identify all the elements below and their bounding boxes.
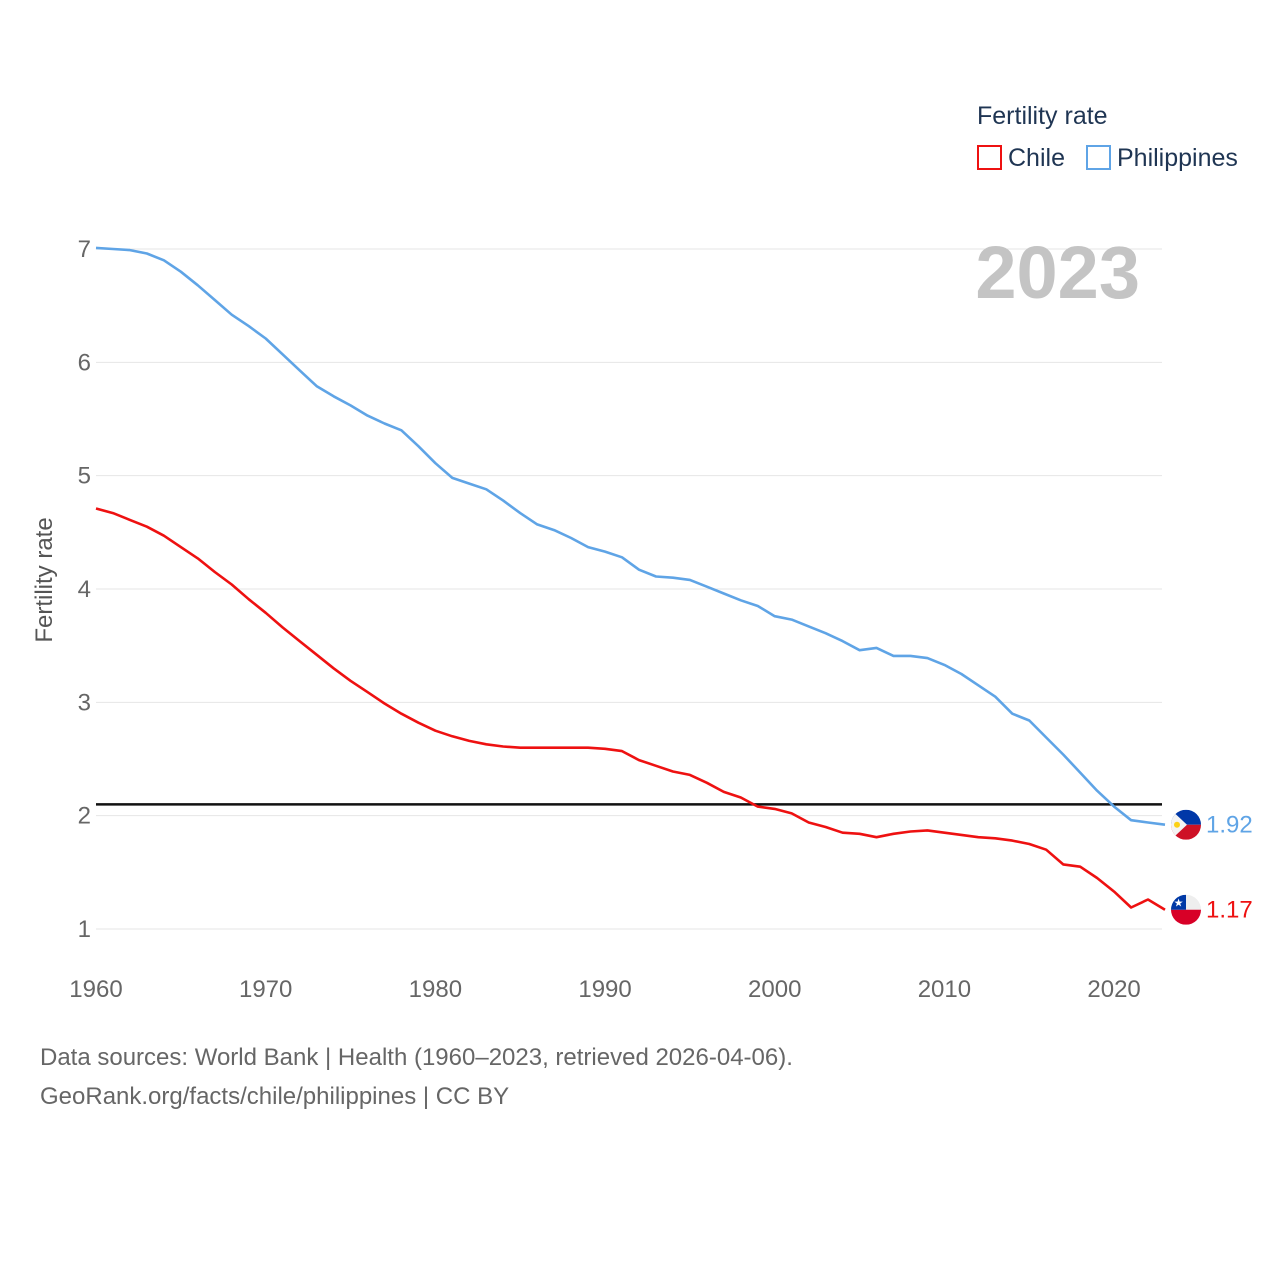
end-value-label-chile: 1.17 (1206, 897, 1253, 924)
footer-sources: Data sources: World Bank | Health (1960–… (40, 1044, 793, 1071)
legend-label-chile: Chile (1008, 144, 1065, 172)
flag-star: ★ (1174, 898, 1184, 910)
x-tick-label-1990: 1990 (578, 976, 631, 1003)
flag-body-chile: ★ (1171, 894, 1201, 925)
y-tick-label-2: 2 (78, 803, 91, 830)
x-tick-label-2010: 2010 (918, 976, 971, 1003)
philippines-flag-icon: 1.92 (1171, 809, 1253, 840)
legend-title: Fertility rate (977, 102, 1108, 130)
x-tick-label-2000: 2000 (748, 976, 801, 1003)
flag-body-philippines (1171, 809, 1201, 840)
legend-swatch-philippines (1086, 145, 1111, 170)
y-tick-label-4: 4 (78, 576, 91, 603)
flag-sun (1174, 821, 1180, 828)
gridlines (96, 248, 1162, 930)
flag-red-band (1171, 909, 1201, 925)
series-lines (95, 246, 1166, 911)
legend-item-chile[interactable]: Chile (977, 144, 1065, 172)
year-label: 2023 (975, 231, 1140, 314)
series-line-chile (95, 507, 1166, 911)
y-tick-label-7: 7 (78, 236, 91, 263)
end-markers: ★ 1.17 1.92 (1171, 809, 1253, 925)
x-tick-label-2020: 2020 (1087, 976, 1140, 1003)
legend-item-philippines[interactable]: Philippines (1086, 144, 1238, 172)
x-axis-ticks: 1960 1970 1980 1990 2000 2010 2020 (69, 976, 1140, 1003)
y-tick-label-6: 6 (78, 349, 91, 376)
x-tick-label-1960: 1960 (69, 976, 122, 1003)
x-tick-label-1980: 1980 (409, 976, 462, 1003)
y-tick-label-5: 5 (78, 463, 91, 490)
series-line-philippines (95, 246, 1166, 826)
legend-label-philippines: Philippines (1117, 144, 1238, 172)
y-tick-label-1: 1 (78, 916, 91, 943)
footer-credit: GeoRank.org/facts/chile/philippines | CC… (40, 1083, 510, 1110)
y-tick-label-3: 3 (78, 689, 91, 716)
y-axis-ticks: 1 2 3 4 5 6 7 (78, 236, 91, 943)
legend: Fertility rate Chile Philippines (977, 102, 1238, 172)
x-tick-label-1970: 1970 (239, 976, 292, 1003)
end-value-label-philippines: 1.92 (1206, 812, 1253, 839)
legend-swatch-chile (977, 145, 1002, 170)
y-axis-title: Fertility rate (31, 517, 58, 642)
chile-flag-icon: ★ 1.17 (1171, 894, 1253, 925)
